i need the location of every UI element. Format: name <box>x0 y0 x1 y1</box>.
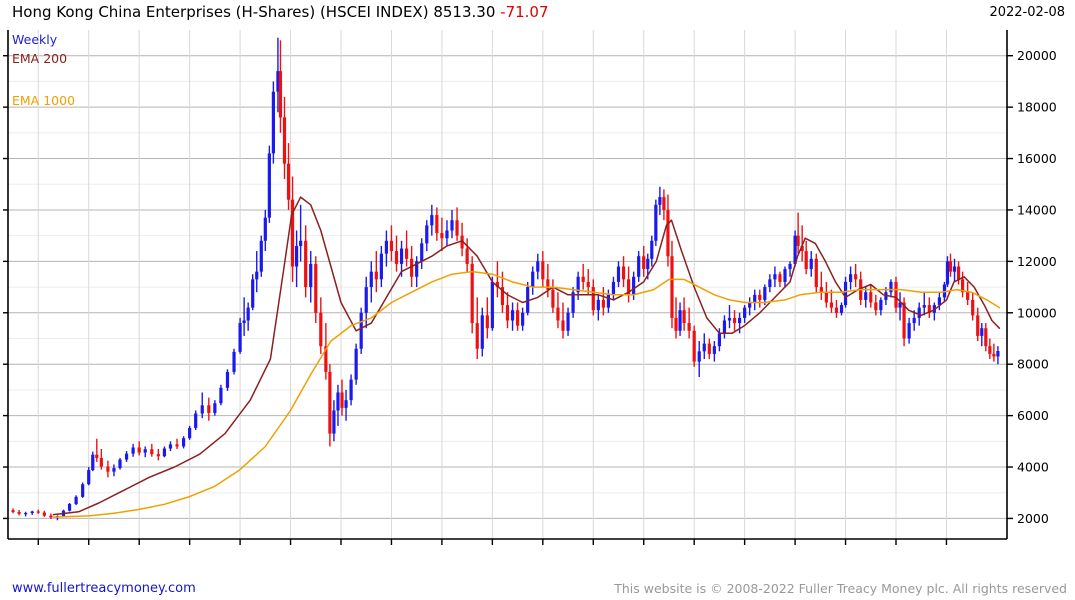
y-axis-tick-label: 8000 <box>1017 357 1049 372</box>
x-axis-tick-label: 2016 <box>703 547 735 548</box>
legend-ema1000: EMA 1000 <box>12 93 76 108</box>
x-axis-tick-label: 2020 <box>905 547 937 548</box>
x-axis-tick-label: 2013 <box>552 547 584 548</box>
y-axis-tick-label: 6000 <box>1017 408 1049 423</box>
x-axis-tick-label: 2017 <box>754 547 786 548</box>
y-axis-tick-label: 10000 <box>1017 305 1057 320</box>
x-axis-tick-label: 2015 <box>653 547 685 548</box>
page-title: Hong Kong China Enterprises (H-Shares) (… <box>12 3 549 21</box>
chart-header: Hong Kong China Enterprises (H-Shares) (… <box>0 0 1075 28</box>
x-axis-tick-label: 2005 <box>148 547 180 548</box>
y-axis-tick-label: 16000 <box>1017 151 1057 166</box>
y-axis-tick-label: 4000 <box>1017 460 1049 475</box>
instrument-symbol: (HSCEI INDEX) <box>319 3 429 21</box>
price-chart-svg[interactable]: 2000 4000 6000 8000 10000 12000 14000 16000 1800… <box>0 28 1075 548</box>
x-axis-tick-label: 2003 <box>47 547 79 548</box>
x-axis-tick-label: 2010 <box>401 547 433 548</box>
chart-footer: www.fullertreacymoney.com This website i… <box>0 578 1075 598</box>
x-axis-tick-label: 2008 <box>300 547 332 548</box>
y-axis-tick-label: 2000 <box>1017 511 1049 526</box>
copyright-text: This website is © 2008-2022 Fuller Treac… <box>614 581 1067 596</box>
y-axis-tick-label: 18000 <box>1017 100 1057 115</box>
x-axis-tick-label: 2019 <box>855 547 887 548</box>
legend-weekly: Weekly <box>12 32 58 47</box>
x-axis-tick-label: 2011 <box>451 547 483 548</box>
y-axis-tick-label: 12000 <box>1017 254 1057 269</box>
x-axis-tick-label: 2014 <box>602 547 634 548</box>
x-axis-tick-label: 2009 <box>350 547 382 548</box>
last-price: 8513.30 <box>433 3 496 21</box>
y-axis-tick-label: 20000 <box>1017 48 1057 63</box>
x-axis-tick-label: 2007 <box>249 547 281 548</box>
x-axis-tick-label: 2004 <box>98 547 130 548</box>
chart-plot-area[interactable]: 2000 4000 6000 8000 10000 12000 14000 16000 1800… <box>0 28 1075 548</box>
as-of-date: 2022-02-08 <box>989 5 1065 20</box>
site-url[interactable]: www.fullertreacymoney.com <box>12 581 196 596</box>
x-axis-tick-label: 2012 <box>501 547 533 548</box>
x-axis-tick-label: 2018 <box>804 547 836 548</box>
instrument-name: Hong Kong China Enterprises (H-Shares) <box>12 3 316 21</box>
y-axis-tick-label: 14000 <box>1017 202 1057 217</box>
x-axis-tick-label: 2021 <box>956 547 988 548</box>
x-axis-tick-label: 2006 <box>199 547 231 548</box>
legend-ema200: EMA 200 <box>12 51 68 66</box>
price-change: -71.07 <box>500 3 549 21</box>
